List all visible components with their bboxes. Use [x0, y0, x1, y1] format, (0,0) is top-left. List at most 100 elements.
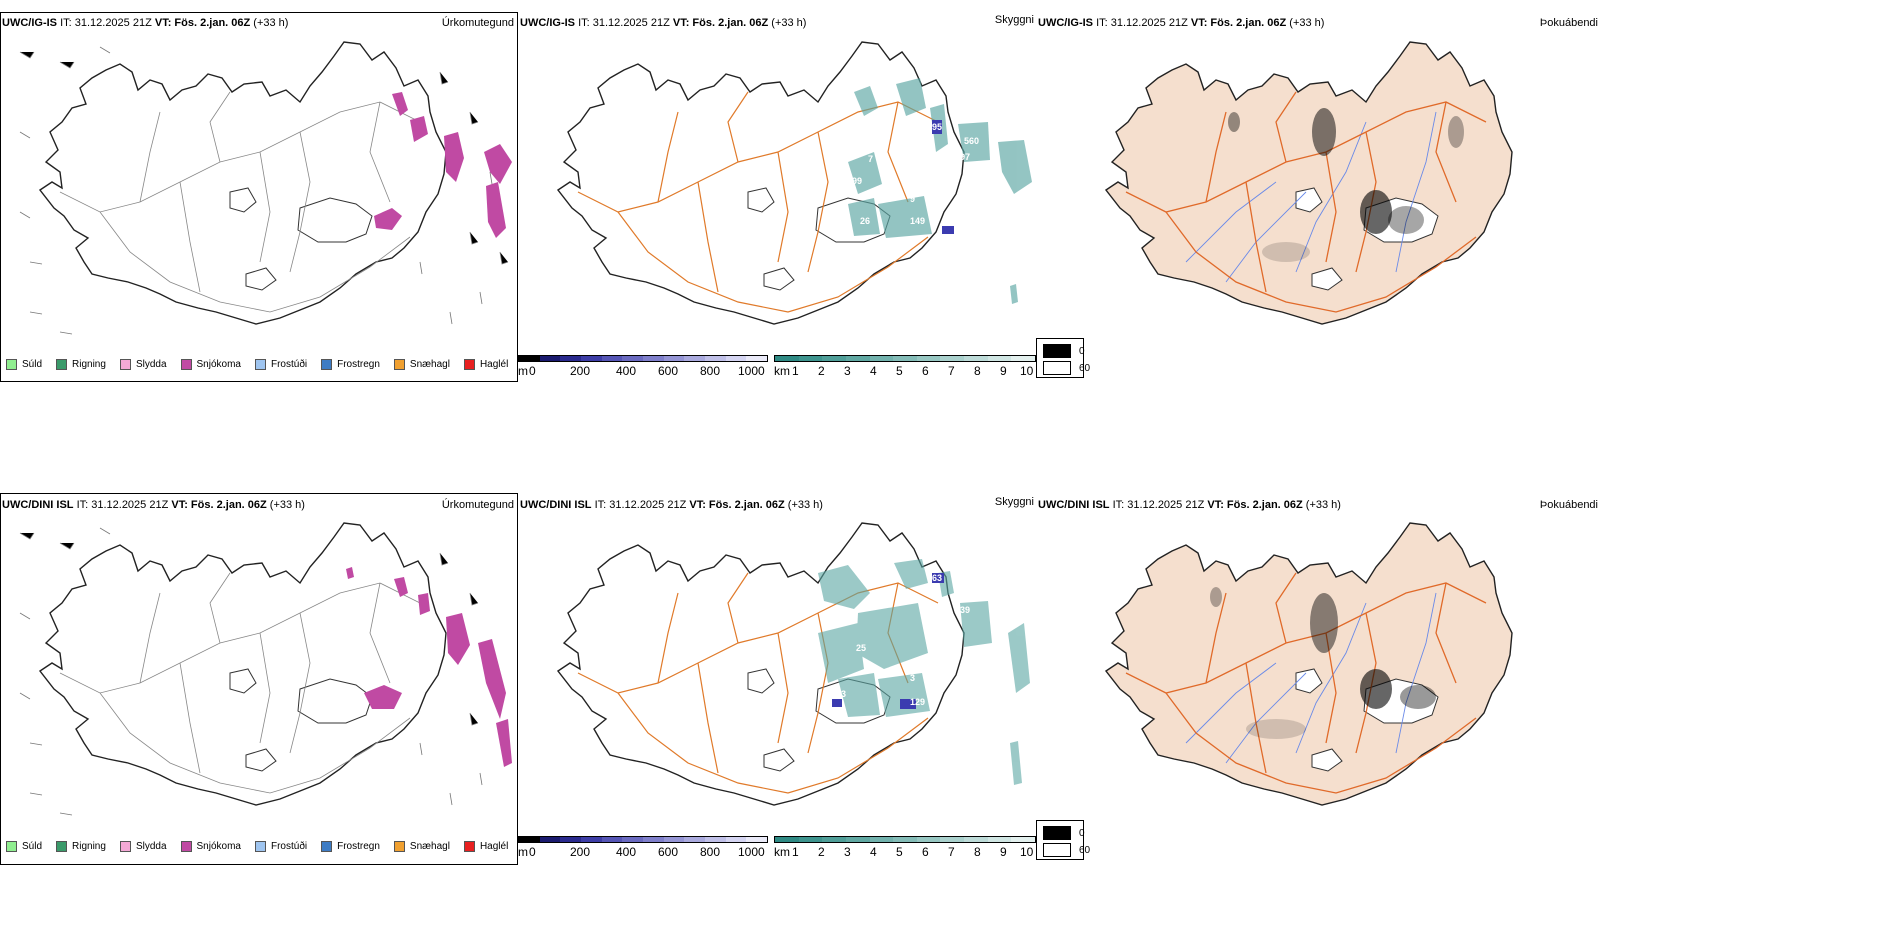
fog-legend-value: 60: [1079, 362, 1091, 374]
ceiling-bar: [518, 836, 768, 843]
legend-item: Rigning: [56, 359, 106, 370]
fog-legend-value: 0: [1079, 345, 1085, 357]
model-name: UWC/IG-IS: [1038, 17, 1093, 29]
precip-map: [19, 522, 512, 816]
visibility-tick: 9: [1000, 845, 1007, 859]
legend-item: Frostregn: [321, 359, 380, 370]
legend-label: Rigning: [72, 359, 106, 370]
visibility-tick: 3: [844, 364, 851, 378]
fog-legend-value: 60: [1079, 844, 1091, 856]
snow-areas: [346, 567, 512, 767]
precip-legend: Súld Rigning Slydda Snjókoma Frostúði Fr…: [6, 841, 522, 852]
panel-title: Þokuábendi: [1539, 17, 1598, 29]
legend-item: Snæhagl: [393, 841, 450, 852]
legend-item: Snjókoma: [180, 841, 241, 852]
model-name: UWC/DINI ISL: [1038, 499, 1110, 511]
valid-label: VT:: [689, 499, 706, 511]
ceiling-unit: m: [518, 845, 528, 859]
panel-title: Skyggni: [994, 496, 1034, 508]
ceiling-unit: m: [518, 364, 528, 378]
legend-swatch: [463, 841, 475, 852]
fog-legend-value: 0: [1079, 827, 1085, 839]
precip-map: [19, 41, 512, 335]
fog-swatch: [1043, 826, 1071, 840]
init-time: IT: 31.12.2025 21Z: [76, 499, 169, 511]
lead-time: (+33 h): [1289, 17, 1325, 29]
legend-swatch: [56, 841, 68, 852]
ceiling-tick: 800: [700, 364, 721, 378]
legend-item: Snæhagl: [393, 359, 450, 370]
legend-label: Súld: [22, 841, 43, 852]
fog-legend-row: 0: [1043, 344, 1085, 358]
valid-time: Fös. 2.jan. 06Z: [190, 499, 267, 511]
legend-label: Snjókoma: [196, 359, 241, 370]
ceiling-label: 7: [868, 154, 873, 164]
ceiling-tick: 800: [700, 845, 721, 859]
legend-label: Súld: [22, 359, 43, 370]
ceiling-label: 63: [932, 573, 942, 583]
valid-label: VT:: [672, 17, 690, 29]
visibility-tick: 7: [948, 845, 955, 859]
ceiling-tick: 1000: [738, 364, 765, 378]
visibility-bar: [774, 836, 1036, 843]
legend-label: Snæhagl: [409, 841, 450, 852]
valid-label: VT:: [154, 17, 172, 29]
fog-panel-row1: UWC/IG-IS IT: 31.12.2025 21Z VT: Fös. 2.…: [1036, 12, 1602, 382]
legend-swatch: [119, 841, 131, 852]
ceiling-spots: [832, 573, 944, 709]
ceiling-label: 13: [836, 689, 846, 699]
legend-item: Slydda: [119, 359, 167, 370]
snow-areas: [374, 92, 512, 238]
ceiling-colorbar: m 0 200 400 600 800 1000: [518, 355, 768, 381]
panel-header: UWC/DINI ISL IT: 31.12.2025 21Z VT: Fös.…: [520, 499, 823, 511]
legend-swatch: [56, 359, 68, 370]
ceiling-bar: [518, 355, 768, 362]
lead-time: (+33 h): [787, 499, 823, 511]
legend-item: Frostregn: [321, 841, 380, 852]
fog-legend-row: 60: [1043, 361, 1090, 375]
visibility-colorbar: km 1 2 3 4 5 6 7 8 9 10: [774, 355, 1036, 381]
ceiling-tick: 600: [658, 364, 679, 378]
ceiling-tick: 0: [529, 845, 536, 859]
visibility-tick: 3: [844, 845, 851, 859]
visibility-tick: 4: [870, 845, 877, 859]
legend-item: Haglél: [463, 359, 508, 370]
wind-barbs: [19, 46, 509, 335]
legend-swatch: [321, 359, 333, 370]
precip-legend: Súld Rigning Slydda Snjókoma Frostúði Fr…: [6, 359, 522, 370]
valid-time: Fös. 2.jan. 06Z: [692, 17, 769, 29]
fog-map: [1105, 41, 1513, 325]
ceiling-label: 129: [910, 697, 925, 707]
visibility-tick: 7: [948, 364, 955, 378]
fog-legend-row: 60: [1043, 843, 1090, 857]
visibility-tick: 6: [922, 845, 929, 859]
panel-title: Þokuábendi: [1539, 499, 1598, 511]
legend-label: Frostúði: [270, 841, 308, 852]
ceiling-label: 26: [860, 216, 870, 226]
visibility-tick: 9: [1000, 364, 1007, 378]
lead-time: (+33 h): [269, 499, 305, 511]
visibility-tick: 10: [1020, 845, 1034, 859]
init-time: IT: 31.12.2025 21Z: [60, 17, 152, 29]
low-cloud-areas: [818, 559, 1030, 785]
valid-label: VT:: [1190, 17, 1208, 29]
fog-legend-row: 0: [1043, 826, 1085, 840]
visibility-tick: 2: [818, 845, 825, 859]
ceiling-label: 95: [932, 122, 942, 132]
legend-label: Frostregn: [337, 841, 380, 852]
visibility-unit: km: [774, 364, 790, 378]
legend-item: Haglél: [463, 841, 508, 852]
visibility-tick: 5: [896, 364, 903, 378]
visibility-tick: 2: [818, 364, 825, 378]
cloud-panel-row2: UWC/DINI ISL IT: 31.12.2025 21Z VT: Fös.…: [518, 493, 1036, 865]
ceiling-label: 9: [910, 194, 915, 204]
ceiling-colorbar: m 0 200 400 600 800 1000: [518, 836, 768, 862]
valid-label: VT:: [1207, 499, 1224, 511]
fog-swatch: [1043, 843, 1071, 857]
ceiling-label: 25: [856, 643, 866, 653]
ceiling-label: 149: [910, 216, 925, 226]
fog-map: [1105, 522, 1513, 806]
legend-swatch: [393, 841, 405, 852]
init-time: IT: 31.12.2025 21Z: [594, 499, 687, 511]
legend-item: Súld: [6, 359, 42, 370]
